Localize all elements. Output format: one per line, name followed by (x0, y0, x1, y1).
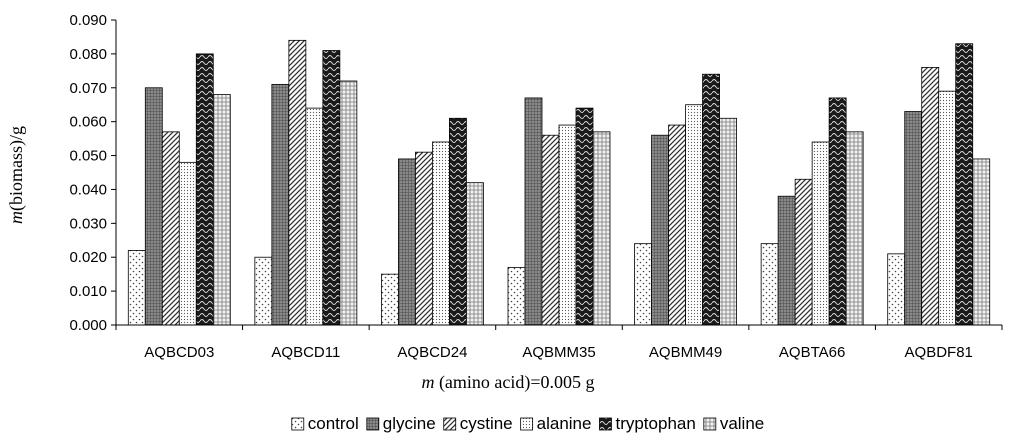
legend-item-tryptophan: tryptophan (599, 414, 696, 433)
x-tick-label: AQBCD03 (144, 344, 214, 361)
bar-glycine (398, 158, 416, 326)
x-axis-title-italic: m (421, 372, 434, 392)
y-axis-title-italic: m (6, 211, 26, 224)
x-tick-label: AQBCD24 (397, 344, 467, 361)
y-axis-title: m(biomass)/g (6, 126, 27, 224)
legend-swatch (520, 417, 534, 431)
bar-valine (845, 131, 864, 326)
bar-valine (972, 158, 991, 326)
svg-text:m (amino acid)=0.005 g: m (amino acid)=0.005 g (421, 372, 594, 393)
bar-tryptophan (955, 43, 974, 326)
bar-glycine (271, 83, 290, 326)
bar-valine (466, 182, 484, 326)
legend-label: alanine (537, 414, 592, 433)
legend-label: cystine (460, 414, 513, 433)
bar-tryptophan (575, 107, 594, 326)
bar-control (507, 266, 526, 326)
legend-label: glycine (383, 414, 436, 433)
bar-cystine (794, 178, 813, 326)
y-tick-label: 0.060 (69, 114, 107, 131)
legend-item-valine: valine (703, 414, 764, 433)
bar-tryptophan (449, 117, 467, 326)
bar-valine (212, 94, 231, 326)
y-tick-label: 0.010 (69, 283, 107, 300)
svg-text:m(biomass)/g: m(biomass)/g (6, 126, 27, 224)
legend-swatch (599, 417, 612, 431)
bar-control (381, 273, 399, 326)
y-tick-label: 0.070 (69, 80, 107, 97)
bar-control (634, 243, 652, 326)
bar-cystine (415, 151, 433, 326)
x-tick-label: AQBDF81 (905, 344, 973, 361)
legend-item-glycine: glycine (366, 414, 436, 433)
axes (115, 20, 1003, 330)
y-tick-label: 0.030 (69, 215, 107, 232)
legend-swatch (366, 417, 380, 431)
y-axis: 0.000 0.010 0.020 0.030 0.040 0.050 0.060 0.070… (69, 12, 116, 334)
legend-label: control (308, 414, 359, 433)
bar-alanine (685, 104, 703, 326)
bar-glycine (144, 87, 163, 326)
x-axis-title-text: (amino acid)=0.005 g (434, 372, 594, 393)
y-tick-label: 0.080 (69, 46, 107, 63)
bar-cystine (668, 124, 686, 326)
x-tick-label: AQBCD11 (271, 344, 340, 361)
bar-control (254, 256, 273, 326)
legend: control glycine cystine alanine tryptophan va… (291, 414, 764, 433)
bar-valine (339, 80, 358, 326)
legend-label: valine (720, 414, 764, 433)
y-tick-label: 0.000 (69, 317, 107, 334)
x-tick-label: AQBMM35 (522, 344, 595, 361)
bar-valine (592, 131, 611, 326)
bar-glycine (651, 134, 669, 326)
bar-tryptophan (702, 73, 720, 326)
bar-alanine (305, 107, 324, 326)
bar-alanine (178, 161, 197, 326)
legend-item-alanine: alanine (520, 414, 592, 433)
legend-swatch (291, 417, 305, 431)
bar-alanine (938, 90, 957, 326)
y-tick-label: 0.020 (69, 249, 107, 266)
legend-item-control: control (291, 414, 359, 433)
y-tick-label: 0.050 (69, 148, 107, 165)
bar-tryptophan (195, 53, 214, 326)
bar-tryptophan (828, 97, 847, 326)
bar-glycine (524, 97, 543, 326)
bar-cystine (161, 131, 180, 326)
x-tick-label: AQBTA66 (779, 344, 845, 361)
bar-glycine (777, 195, 796, 326)
legend-swatch (703, 417, 717, 431)
y-tick-label: 0.040 (69, 181, 107, 198)
bar-cystine (921, 67, 940, 326)
bar-control (127, 250, 146, 326)
bar-cystine (541, 134, 560, 326)
bar-glycine (904, 111, 923, 326)
bar-alanine (558, 124, 577, 326)
bar-valine (719, 117, 737, 326)
y-axis-title-text: (biomass)/g (6, 126, 27, 211)
legend-swatch (443, 417, 457, 431)
y-tick-label: 0.090 (69, 12, 107, 29)
bar-cystine (288, 39, 307, 326)
bar-control (887, 253, 906, 326)
x-axis: AQBCD03 AQBCD11 AQBCD24 AQBMM35 AQBMM49 AQBTA… (144, 344, 973, 361)
bars-group (127, 39, 991, 326)
x-tick-label: AQBMM49 (649, 344, 722, 361)
legend-item-cystine: cystine (443, 414, 513, 433)
x-axis-title: m (amino acid)=0.005 g (421, 372, 594, 393)
bar-alanine (811, 141, 830, 326)
bar-control (760, 243, 779, 326)
bar-tryptophan (322, 50, 341, 326)
legend-label: tryptophan (615, 414, 695, 433)
bar-alanine (432, 141, 450, 326)
